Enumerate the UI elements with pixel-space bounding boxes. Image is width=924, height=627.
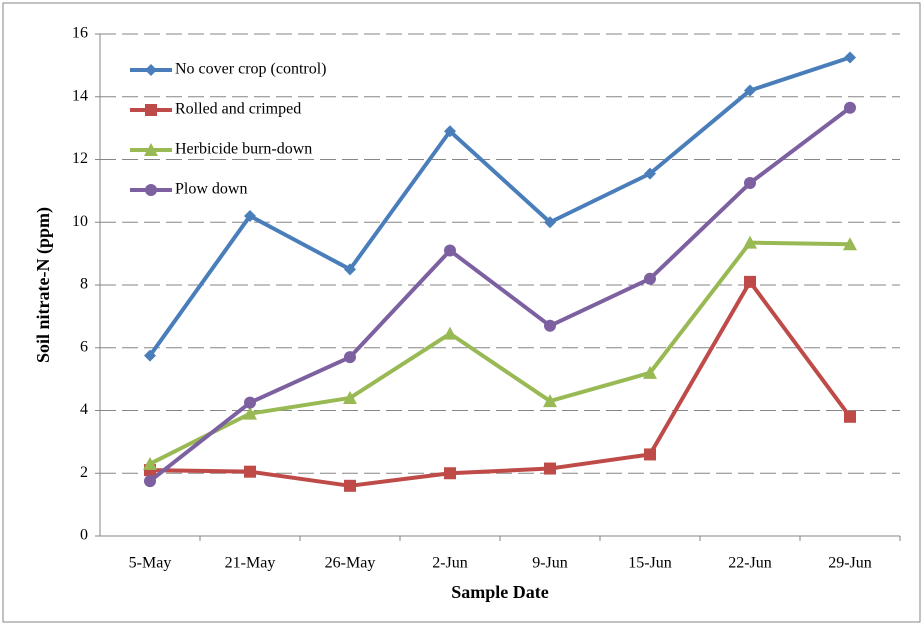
marker — [143, 456, 157, 470]
marker — [244, 465, 256, 478]
legend-label: Plow down — [175, 181, 247, 198]
marker — [543, 394, 557, 408]
marker — [844, 51, 856, 64]
x-tick-label: 29-Jun — [828, 555, 872, 572]
marker — [244, 209, 256, 222]
marker — [544, 462, 556, 475]
marker — [344, 351, 356, 364]
x-tick-label: 5-May — [129, 555, 172, 572]
marker — [843, 237, 857, 251]
marker — [644, 272, 656, 285]
marker — [644, 448, 656, 461]
x-tick-label: 15-Jun — [628, 555, 672, 572]
marker — [344, 479, 356, 492]
marker — [144, 475, 156, 488]
series-line — [148, 106, 852, 483]
legend-label: Rolled and crimped — [175, 101, 301, 118]
series-line — [148, 55, 851, 357]
marker — [144, 143, 158, 156]
y-tick-label: 4 — [80, 401, 88, 418]
marker — [444, 125, 456, 138]
legend-label: Herbicide burn-down — [175, 141, 312, 158]
x-tick-label: 2-Jun — [432, 555, 468, 572]
y-tick-label: 6 — [80, 338, 88, 355]
marker — [643, 365, 657, 379]
y-tick-label: 2 — [80, 464, 88, 481]
marker — [744, 177, 756, 190]
y-axis-label: Soil nitrate-N (ppm) — [33, 207, 54, 363]
marker — [744, 275, 756, 288]
y-tick-label: 12 — [72, 150, 88, 167]
x-tick-label: 22-Jun — [728, 555, 772, 572]
marker — [743, 235, 757, 249]
marker — [145, 184, 157, 196]
marker — [444, 244, 456, 257]
marker — [145, 64, 157, 76]
marker — [744, 84, 756, 97]
marker — [644, 167, 656, 180]
marker — [243, 406, 257, 420]
x-tick-label: 26-May — [325, 555, 376, 572]
x-axis-label: Sample Date — [451, 582, 549, 602]
y-tick-label: 0 — [80, 527, 88, 544]
marker — [145, 104, 157, 116]
marker — [443, 326, 457, 340]
x-tick-label: 9-Jun — [532, 555, 568, 572]
marker — [144, 349, 156, 362]
marker — [244, 396, 256, 409]
legend-label: No cover crop (control) — [175, 61, 327, 78]
x-tick-label: 21-May — [225, 555, 276, 572]
y-tick-label: 14 — [72, 87, 88, 104]
marker — [844, 101, 856, 114]
y-tick-label: 8 — [80, 276, 88, 293]
y-tick-label: 16 — [72, 25, 88, 42]
marker — [544, 216, 556, 229]
series-line — [149, 279, 852, 488]
marker — [343, 390, 357, 404]
marker — [344, 263, 356, 276]
marker — [844, 410, 856, 423]
y-tick-label: 10 — [72, 213, 88, 230]
marker — [544, 319, 556, 332]
series-line — [149, 240, 851, 466]
marker — [444, 467, 456, 480]
